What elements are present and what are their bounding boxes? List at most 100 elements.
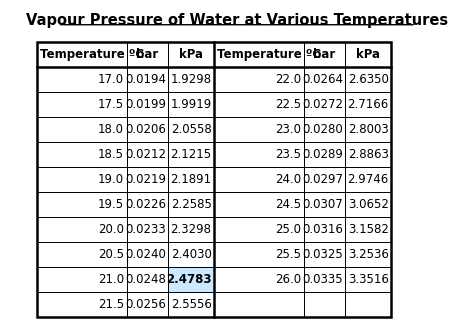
Bar <box>127 267 168 292</box>
Bar <box>168 192 214 217</box>
Text: bar: bar <box>313 48 336 61</box>
Text: 0.0212: 0.0212 <box>125 148 166 161</box>
Text: 1.9919: 1.9919 <box>170 98 211 111</box>
Bar <box>214 42 304 67</box>
Text: 2.4030: 2.4030 <box>171 248 211 261</box>
Text: 21.5: 21.5 <box>98 298 124 311</box>
Text: 3.0652: 3.0652 <box>348 198 389 211</box>
Text: 0.0226: 0.0226 <box>125 198 166 211</box>
Bar <box>304 142 345 167</box>
Bar <box>168 42 214 67</box>
Bar <box>127 42 168 67</box>
Text: 23.5: 23.5 <box>275 148 301 161</box>
Text: kPa: kPa <box>179 48 203 61</box>
Bar <box>168 92 214 117</box>
Text: 0.0233: 0.0233 <box>125 223 166 236</box>
Text: 0.0206: 0.0206 <box>125 123 166 136</box>
Bar <box>345 42 391 67</box>
Bar <box>127 242 168 267</box>
Bar <box>345 217 391 242</box>
Bar <box>345 242 391 267</box>
Text: 18.0: 18.0 <box>98 123 124 136</box>
Text: 19.5: 19.5 <box>98 198 124 211</box>
Text: 18.5: 18.5 <box>98 148 124 161</box>
Text: 3.1582: 3.1582 <box>348 223 389 236</box>
Bar <box>304 192 345 217</box>
Text: 2.9746: 2.9746 <box>347 173 389 186</box>
Text: 0.0307: 0.0307 <box>302 198 343 211</box>
Text: 0.0335: 0.0335 <box>302 273 343 285</box>
Text: 17.5: 17.5 <box>98 98 124 111</box>
Bar <box>127 117 168 142</box>
Bar <box>37 292 127 317</box>
Bar <box>304 267 345 292</box>
Bar <box>214 67 304 92</box>
Bar <box>345 92 391 117</box>
Text: 3.2536: 3.2536 <box>348 248 389 261</box>
Bar <box>168 117 214 142</box>
Bar <box>168 267 214 292</box>
Bar <box>304 292 345 317</box>
Bar <box>37 67 127 92</box>
Bar <box>214 267 304 292</box>
Bar <box>214 92 304 117</box>
Text: Vapour Pressure of Water at Various Temperatures: Vapour Pressure of Water at Various Temp… <box>26 13 448 28</box>
Bar <box>168 142 214 167</box>
Text: 0.0199: 0.0199 <box>125 98 166 111</box>
Text: 0.0297: 0.0297 <box>302 173 343 186</box>
Bar <box>37 117 127 142</box>
Text: 25.5: 25.5 <box>275 248 301 261</box>
Text: 2.4783: 2.4783 <box>166 273 211 285</box>
Text: 0.0316: 0.0316 <box>302 223 343 236</box>
Text: 0.0264: 0.0264 <box>302 73 343 86</box>
Text: 0.0240: 0.0240 <box>125 248 166 261</box>
Bar <box>214 167 304 192</box>
Text: 17.0: 17.0 <box>98 73 124 86</box>
Bar <box>304 67 345 92</box>
Text: 2.1215: 2.1215 <box>171 148 211 161</box>
Bar <box>127 292 168 317</box>
Text: 0.0289: 0.0289 <box>302 148 343 161</box>
Bar <box>345 117 391 142</box>
Bar <box>345 192 391 217</box>
Bar <box>37 92 127 117</box>
Bar <box>345 167 391 192</box>
Bar <box>345 267 391 292</box>
Text: 0.0248: 0.0248 <box>125 273 166 285</box>
Text: kPa: kPa <box>356 48 380 61</box>
Text: 2.7166: 2.7166 <box>347 98 389 111</box>
Bar <box>304 217 345 242</box>
Bar <box>214 242 304 267</box>
Bar <box>37 267 127 292</box>
Bar <box>304 92 345 117</box>
Text: 0.0194: 0.0194 <box>125 73 166 86</box>
Bar <box>37 192 127 217</box>
Bar <box>304 117 345 142</box>
Bar <box>168 292 214 317</box>
Bar <box>37 242 127 267</box>
Bar <box>345 67 391 92</box>
Text: 2.1891: 2.1891 <box>171 173 211 186</box>
Text: 23.0: 23.0 <box>275 123 301 136</box>
Bar <box>168 217 214 242</box>
Bar <box>304 42 345 67</box>
Text: 2.8003: 2.8003 <box>348 123 389 136</box>
Text: 0.0280: 0.0280 <box>302 123 343 136</box>
Bar <box>214 142 304 167</box>
Text: 22.0: 22.0 <box>275 73 301 86</box>
Text: 22.5: 22.5 <box>275 98 301 111</box>
Bar <box>127 142 168 167</box>
Text: 3.3516: 3.3516 <box>348 273 389 285</box>
Text: 0.0256: 0.0256 <box>125 298 166 311</box>
Text: 25.0: 25.0 <box>275 223 301 236</box>
Bar <box>127 217 168 242</box>
Bar <box>168 167 214 192</box>
Bar <box>214 192 304 217</box>
Bar <box>127 192 168 217</box>
Text: 24.0: 24.0 <box>275 173 301 186</box>
Text: Temperature ºC: Temperature ºC <box>217 48 321 61</box>
Bar <box>345 142 391 167</box>
Bar <box>168 67 214 92</box>
Text: 2.6350: 2.6350 <box>348 73 389 86</box>
Text: 0.0325: 0.0325 <box>302 248 343 261</box>
